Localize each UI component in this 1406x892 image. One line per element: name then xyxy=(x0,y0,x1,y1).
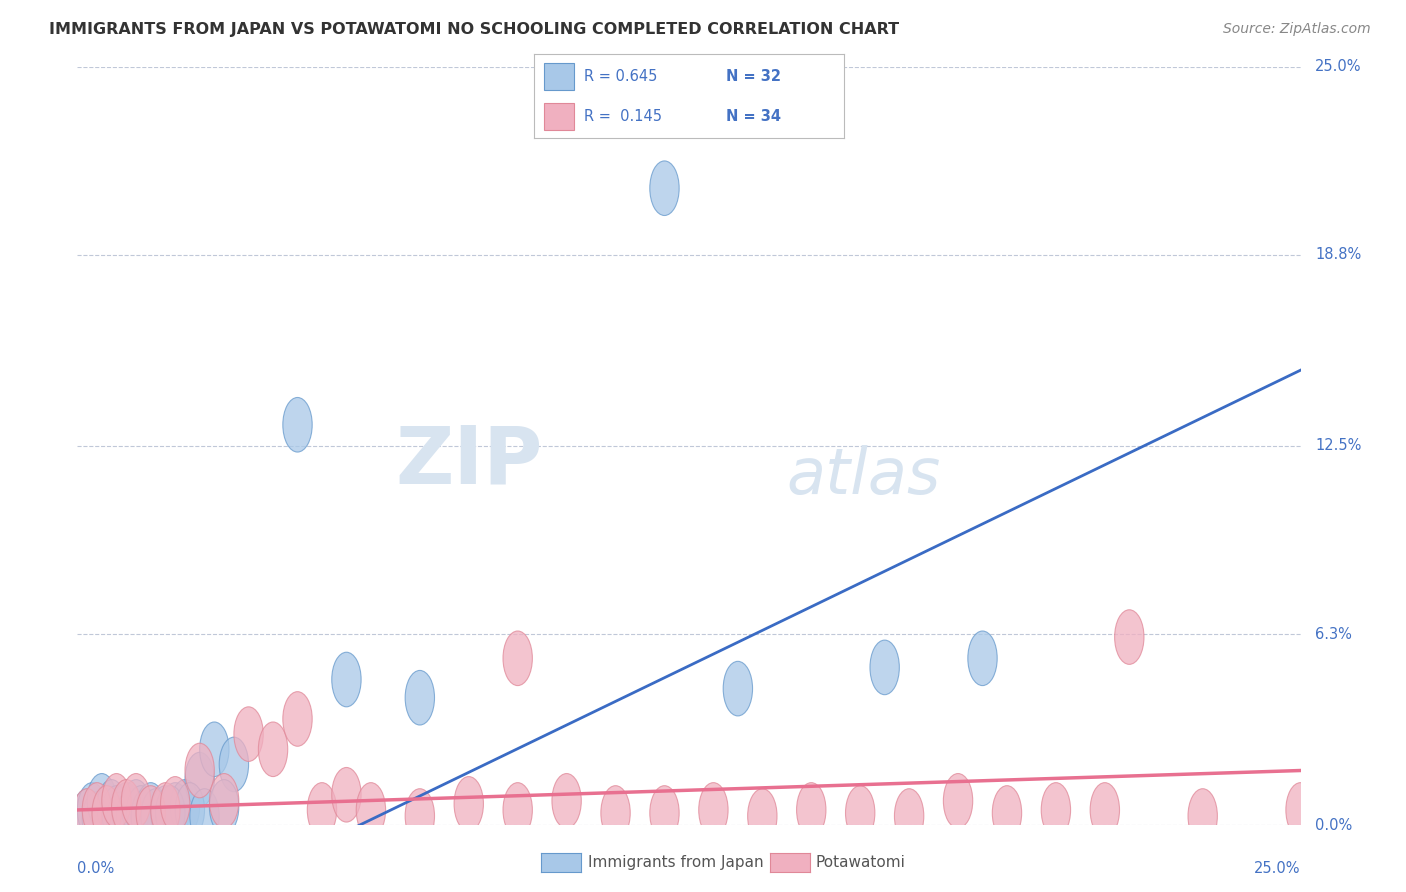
Ellipse shape xyxy=(186,743,214,797)
Ellipse shape xyxy=(91,789,121,843)
Ellipse shape xyxy=(332,652,361,706)
Ellipse shape xyxy=(993,786,1022,840)
Ellipse shape xyxy=(111,780,141,834)
Ellipse shape xyxy=(723,661,752,716)
Ellipse shape xyxy=(87,773,117,828)
Ellipse shape xyxy=(176,782,204,838)
Bar xyxy=(544,62,575,90)
Bar xyxy=(544,103,575,130)
Ellipse shape xyxy=(894,789,924,843)
Text: ZIP: ZIP xyxy=(395,422,543,500)
Ellipse shape xyxy=(699,782,728,838)
Ellipse shape xyxy=(136,782,166,838)
Ellipse shape xyxy=(967,631,997,686)
Ellipse shape xyxy=(190,789,219,843)
Ellipse shape xyxy=(219,737,249,792)
Text: 25.0%: 25.0% xyxy=(1254,862,1301,877)
Ellipse shape xyxy=(77,782,107,838)
Text: 12.5%: 12.5% xyxy=(1315,439,1361,453)
Ellipse shape xyxy=(259,722,288,777)
Ellipse shape xyxy=(233,706,263,762)
Ellipse shape xyxy=(1286,782,1315,838)
Ellipse shape xyxy=(405,789,434,843)
Ellipse shape xyxy=(150,786,180,840)
Text: N = 32: N = 32 xyxy=(725,69,782,84)
Ellipse shape xyxy=(283,398,312,452)
Ellipse shape xyxy=(943,773,973,828)
Ellipse shape xyxy=(503,782,533,838)
Ellipse shape xyxy=(186,752,214,807)
Ellipse shape xyxy=(845,786,875,840)
Ellipse shape xyxy=(141,789,170,843)
Ellipse shape xyxy=(82,792,111,847)
Text: IMMIGRANTS FROM JAPAN VS POTAWATOMI NO SCHOOLING COMPLETED CORRELATION CHART: IMMIGRANTS FROM JAPAN VS POTAWATOMI NO S… xyxy=(49,22,900,37)
Text: Immigrants from Japan: Immigrants from Japan xyxy=(588,855,763,870)
Ellipse shape xyxy=(131,789,160,843)
Ellipse shape xyxy=(121,780,150,834)
Ellipse shape xyxy=(405,671,434,725)
Ellipse shape xyxy=(156,786,186,840)
Ellipse shape xyxy=(1090,782,1119,838)
Ellipse shape xyxy=(1115,610,1144,665)
Ellipse shape xyxy=(170,780,200,834)
Ellipse shape xyxy=(97,780,127,834)
Ellipse shape xyxy=(503,631,533,686)
Ellipse shape xyxy=(209,780,239,834)
Ellipse shape xyxy=(650,161,679,216)
Ellipse shape xyxy=(454,777,484,831)
Text: 18.8%: 18.8% xyxy=(1315,247,1361,262)
Ellipse shape xyxy=(200,722,229,777)
Ellipse shape xyxy=(650,786,679,840)
Text: Source: ZipAtlas.com: Source: ZipAtlas.com xyxy=(1223,22,1371,37)
Ellipse shape xyxy=(600,786,630,840)
Ellipse shape xyxy=(73,789,101,843)
Text: atlas: atlas xyxy=(787,445,941,508)
Ellipse shape xyxy=(73,789,101,843)
Ellipse shape xyxy=(308,782,336,838)
Ellipse shape xyxy=(332,767,361,822)
Ellipse shape xyxy=(121,773,150,828)
Ellipse shape xyxy=(553,773,581,828)
Text: 0.0%: 0.0% xyxy=(77,862,114,877)
Ellipse shape xyxy=(356,782,385,838)
Ellipse shape xyxy=(1188,789,1218,843)
Text: 6.3%: 6.3% xyxy=(1315,626,1353,641)
Ellipse shape xyxy=(117,789,146,843)
Ellipse shape xyxy=(111,782,141,838)
Text: 25.0%: 25.0% xyxy=(1315,60,1362,74)
Ellipse shape xyxy=(870,640,900,695)
Ellipse shape xyxy=(136,786,166,840)
Ellipse shape xyxy=(283,691,312,747)
Ellipse shape xyxy=(209,773,239,828)
Ellipse shape xyxy=(101,773,131,828)
Ellipse shape xyxy=(1042,782,1070,838)
Ellipse shape xyxy=(160,777,190,831)
Ellipse shape xyxy=(160,782,190,838)
Ellipse shape xyxy=(150,782,180,838)
Ellipse shape xyxy=(748,789,778,843)
Text: Potawatomi: Potawatomi xyxy=(815,855,905,870)
Text: R = 0.645: R = 0.645 xyxy=(583,69,657,84)
Text: R =  0.145: R = 0.145 xyxy=(583,109,662,124)
Ellipse shape xyxy=(127,786,156,840)
Ellipse shape xyxy=(107,792,136,847)
Text: 0.0%: 0.0% xyxy=(1315,818,1353,832)
Ellipse shape xyxy=(101,786,131,840)
Ellipse shape xyxy=(797,782,825,838)
Text: N = 34: N = 34 xyxy=(725,109,782,124)
Ellipse shape xyxy=(91,786,121,840)
Ellipse shape xyxy=(82,782,111,838)
